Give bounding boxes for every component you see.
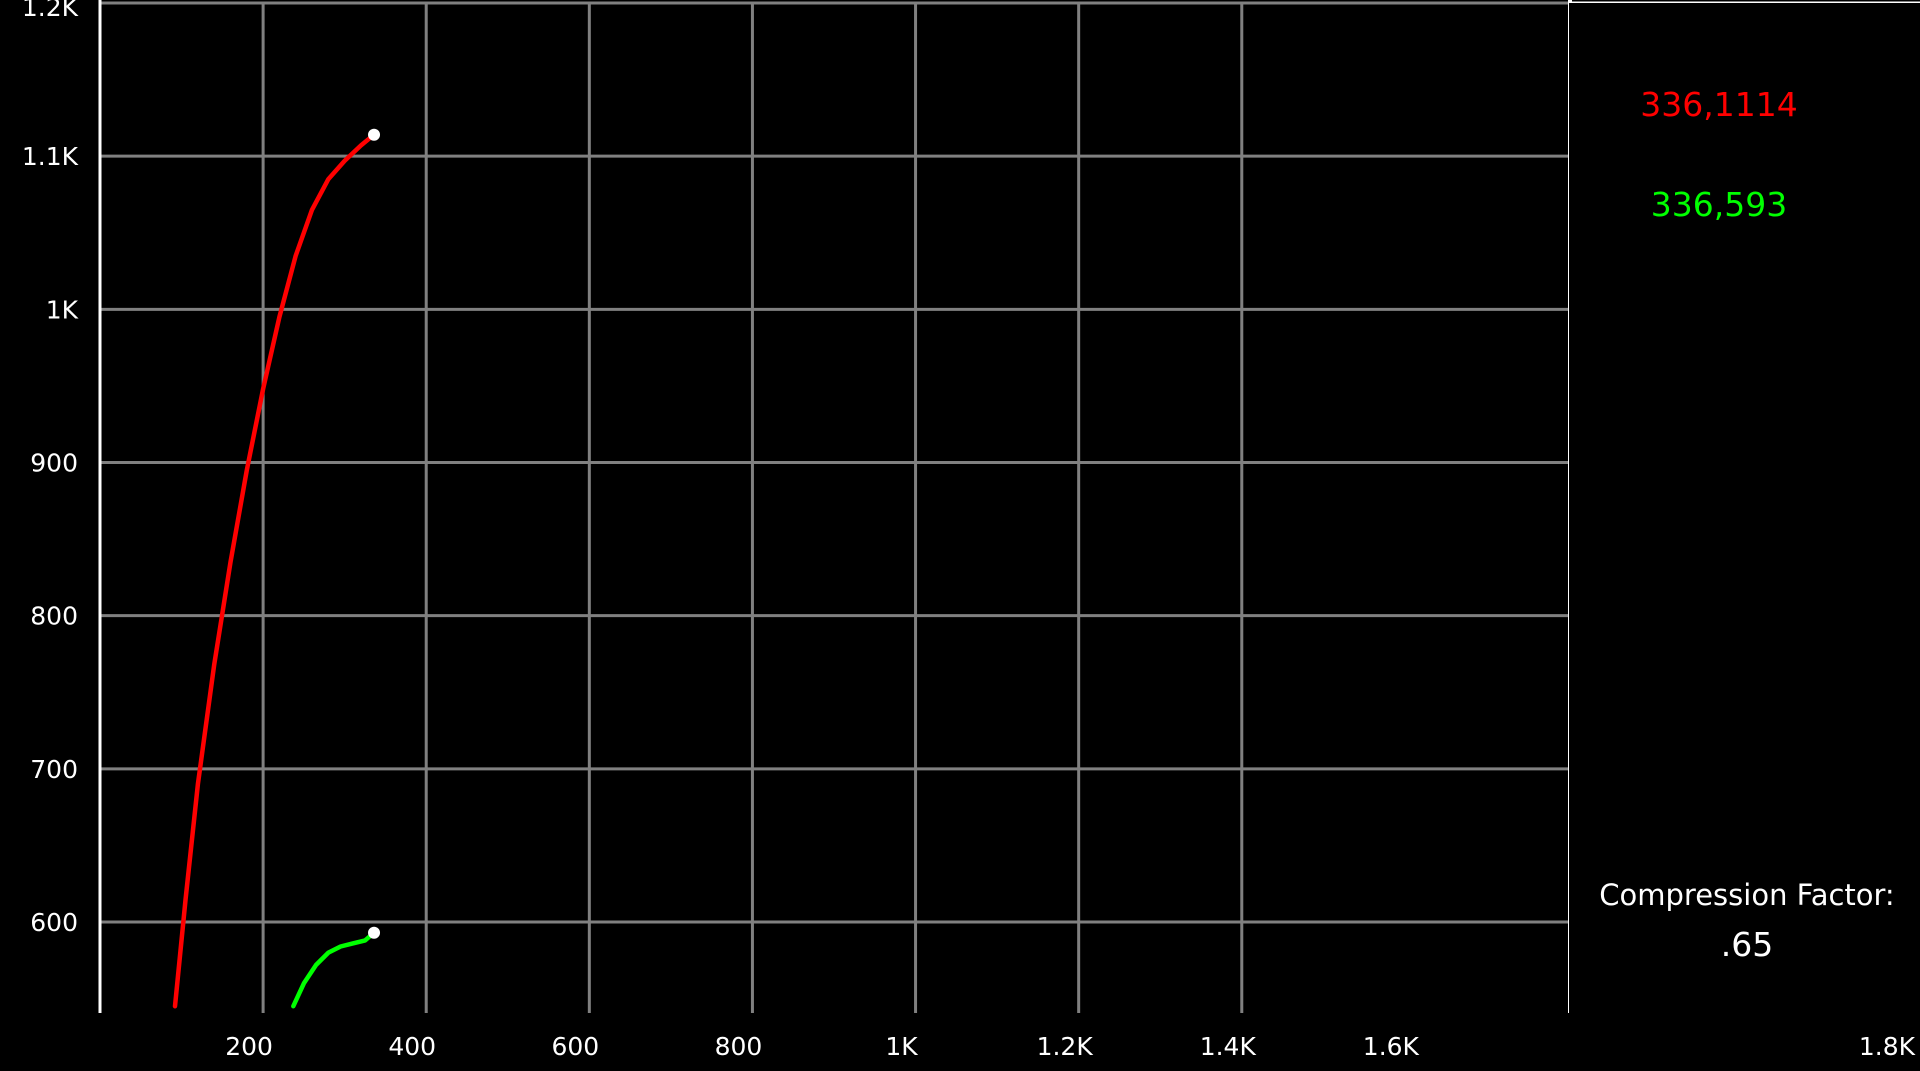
x-tick-label: 600 (551, 1032, 599, 1061)
x-tick-label: 400 (388, 1032, 436, 1061)
green-series-endpoint (368, 926, 381, 939)
x-tick-label: 200 (225, 1032, 273, 1061)
readout-panel: 336,1114 336,593 Compression Factor: .65 (1569, 3, 1920, 1013)
y-tick-label: 1.2K (22, 0, 79, 22)
red-series-line (172, 132, 377, 1009)
x-tick-label: 1K (885, 1032, 918, 1061)
y-tick-label: 1.1K (22, 142, 79, 171)
y-tick-label: 700 (30, 755, 78, 784)
y-tick-label: 600 (30, 908, 78, 937)
green-series-readout: 336,593 (1650, 185, 1788, 224)
y-tick-label: 1K (46, 295, 79, 324)
grid (100, 1, 1568, 1013)
y-tick-label: 900 (30, 449, 78, 478)
x-tick-label: 800 (715, 1032, 763, 1061)
red-series-endpoint (368, 128, 381, 141)
x-tick-label: 1.8K (1859, 1032, 1916, 1061)
x-tick-label: 1.6K (1363, 1032, 1420, 1061)
series-layer (172, 128, 381, 1009)
green-series-line (291, 930, 377, 1009)
tick-labels: 200 400 600 800 1K 1.2K 1.4K 1.6K 1.8K 600 700 800 9… (22, 0, 1916, 1061)
y-tick-label: 800 (30, 602, 78, 631)
compression-factor-label: Compression Factor: (1599, 878, 1895, 912)
x-tick-label: 1.4K (1200, 1032, 1257, 1061)
red-series-readout: 336,1114 (1640, 85, 1798, 124)
compression-factor-value: .65 (1720, 925, 1774, 964)
x-tick-label: 1.2K (1037, 1032, 1094, 1061)
